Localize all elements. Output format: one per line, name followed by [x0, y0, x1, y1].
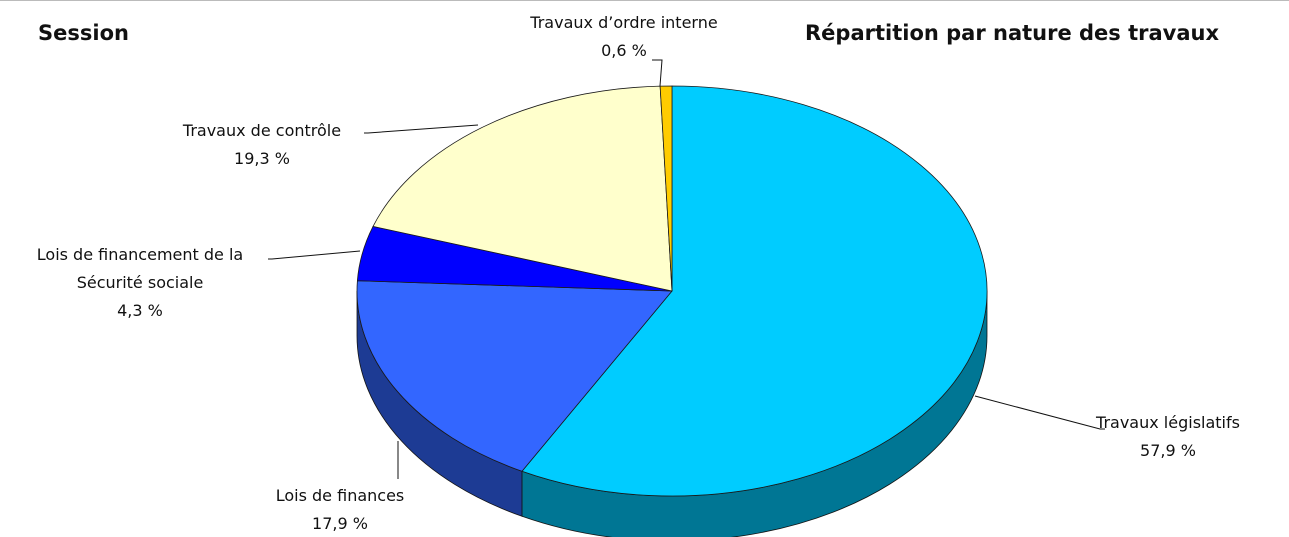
value-label: 57,9 %	[1140, 441, 1196, 460]
value-label: 0,6 %	[601, 41, 647, 60]
chart-subtitle: Session	[38, 21, 129, 45]
value-label: 4,3 %	[117, 301, 163, 320]
data-label: Travaux législatifs 57,9 %	[1068, 409, 1268, 465]
leader-line	[364, 124, 479, 134]
leader-line	[974, 395, 1105, 430]
data-label: Travaux d’ordre interne 0,6 %	[494, 9, 754, 65]
value-label: 19,3 %	[234, 149, 290, 168]
slice	[521, 85, 988, 497]
category-label: Travaux de contrôle	[182, 121, 342, 140]
data-label: Travaux de contrôle 19,3 %	[152, 117, 372, 173]
value-label: 17,9 %	[312, 514, 368, 533]
data-label: Lois de finances 17,9 %	[240, 482, 440, 537]
leader-line	[652, 59, 663, 87]
slice-side-shade	[521, 291, 987, 537]
leader-line	[268, 250, 361, 260]
slice	[659, 85, 673, 292]
category-label: Travaux législatifs	[1096, 413, 1240, 432]
slice	[356, 280, 673, 472]
chart-title: Répartition par nature des travaux	[805, 21, 1220, 45]
category-label: Travaux d’ordre interne	[530, 13, 718, 32]
category-label: Lois de financement de la Sécurité socia…	[36, 245, 244, 292]
category-label: Lois de finances	[275, 486, 405, 505]
slice-side-shade	[357, 291, 522, 517]
slice	[372, 85, 673, 292]
data-label: Lois de financement de la Sécurité socia…	[15, 241, 265, 325]
